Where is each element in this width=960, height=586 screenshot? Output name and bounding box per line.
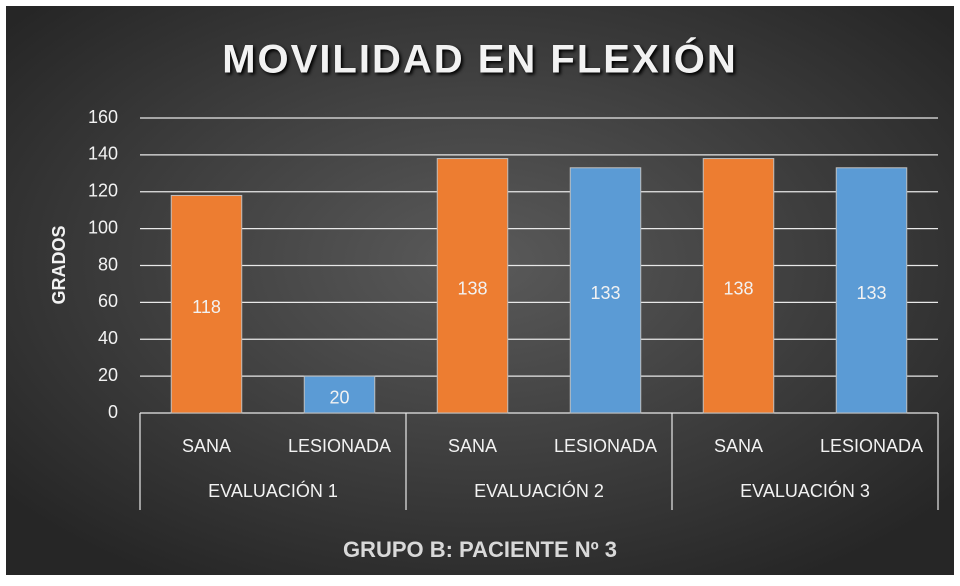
bar (170, 194, 243, 414)
group-label: EVALUACIÓN 1 (208, 480, 338, 501)
y-tick-label: 40 (98, 328, 118, 348)
y-tick-label: 60 (98, 291, 118, 311)
x-tick-label: SANA (448, 436, 497, 456)
data-label: 138 (457, 279, 487, 299)
x-tick-label: SANA (714, 436, 763, 456)
y-tick-label: 100 (88, 217, 118, 237)
x-tick-label: SANA (182, 436, 231, 456)
y-tick-label: 0 (108, 402, 118, 422)
x-tick-label: LESIONADA (820, 436, 923, 456)
data-label: 20 (329, 387, 349, 407)
group-label: EVALUACIÓN 2 (474, 480, 604, 501)
bar (569, 167, 642, 414)
x-tick-label: LESIONADA (554, 436, 657, 456)
x-axis-label: GRUPO B: PACIENTE Nº 3 (343, 537, 617, 562)
x-tick-label: LESIONADA (288, 436, 391, 456)
data-label: 133 (590, 283, 620, 303)
y-axis-label: GRADOS (49, 225, 69, 304)
bar (303, 375, 376, 414)
bar (835, 167, 908, 414)
data-label: 133 (856, 283, 886, 303)
group-label: EVALUACIÓN 3 (740, 480, 870, 501)
data-label: 138 (723, 279, 753, 299)
y-tick-label: 120 (88, 181, 118, 201)
y-tick-label: 140 (88, 144, 118, 164)
bar (436, 158, 509, 414)
data-label: 118 (192, 297, 221, 317)
chart-title: MOVILIDAD EN FLEXIÓN (222, 36, 738, 82)
y-tick-label: 20 (98, 365, 118, 385)
y-tick-label: 80 (98, 254, 118, 274)
y-tick-label: 160 (88, 107, 118, 127)
bar (702, 158, 775, 414)
